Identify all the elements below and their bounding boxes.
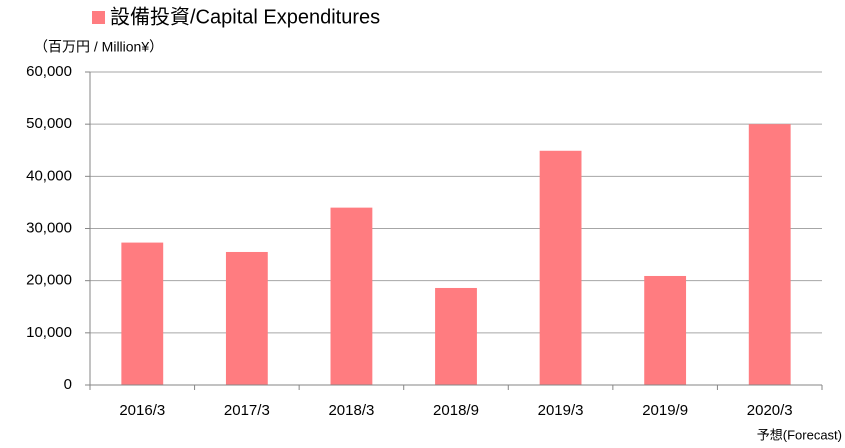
- y-tick-label: 50,000: [26, 115, 72, 132]
- y-tick-label: 20,000: [26, 272, 72, 289]
- y-tick-label: 10,000: [26, 324, 72, 341]
- legend-swatch: [92, 11, 105, 24]
- bar: [330, 207, 373, 385]
- bar: [644, 275, 687, 385]
- x-tick-label: 2019/3: [538, 402, 584, 419]
- y-tick-label: 0: [64, 376, 72, 393]
- bar: [121, 242, 164, 385]
- x-tick-label: 2018/9: [433, 402, 479, 419]
- annotation: 予想(Forecast): [757, 427, 842, 442]
- bar: [435, 287, 477, 385]
- legend-label: 設備投資/Capital Expenditures: [110, 5, 380, 28]
- y-tick-label: 60,000: [26, 63, 72, 80]
- y-tick-label: 30,000: [26, 219, 72, 236]
- y-axis-label: （百万円 / Million¥）: [34, 39, 163, 55]
- x-tick-label: 2020/3: [747, 402, 793, 419]
- x-tick-label: 2018/3: [328, 402, 374, 419]
- bar: [748, 124, 791, 386]
- bar: [539, 150, 582, 385]
- x-tick-label: 2019/9: [642, 402, 688, 419]
- bar: [225, 251, 268, 385]
- x-tick-label: 2017/3: [224, 402, 270, 419]
- y-tick-label: 40,000: [26, 167, 72, 184]
- x-tick-label: 2016/3: [119, 402, 165, 419]
